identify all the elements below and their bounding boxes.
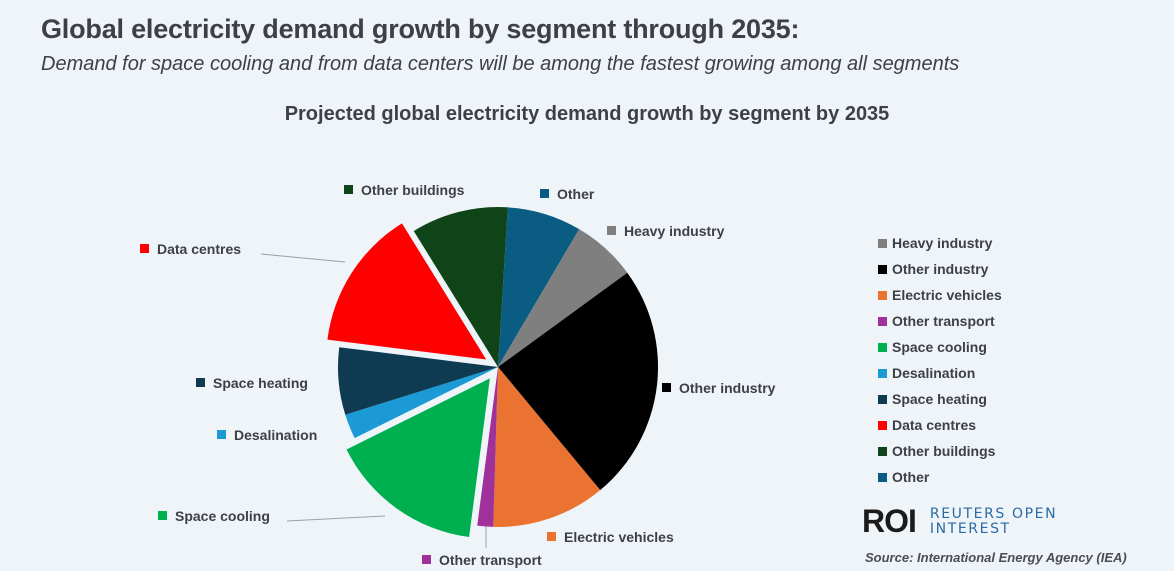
data-label-swatch-space-cooling xyxy=(158,511,167,520)
data-labels: Other Heavy industry Other industry Electri… xyxy=(140,182,776,568)
legend-label: Other buildings xyxy=(892,443,996,459)
legend-item-space-heating: Space heating xyxy=(878,386,1002,412)
data-label-swatch-other-buildings xyxy=(344,185,353,194)
legend-label: Space cooling xyxy=(892,339,987,355)
data-label-swatch-desalination xyxy=(217,430,226,439)
legend-item-other-buildings: Other buildings xyxy=(878,438,1002,464)
legend-swatch xyxy=(878,420,887,430)
legend-swatch xyxy=(878,290,887,300)
legend-item-other-transport: Other transport xyxy=(878,308,1002,334)
legend-item-data-centres: Data centres xyxy=(878,412,1002,438)
data-label-space-cooling: Space cooling xyxy=(175,508,270,524)
logo-line-1: REUTERS OPEN xyxy=(929,505,1058,522)
legend-swatch xyxy=(878,238,887,248)
data-label-space-heating: Space heating xyxy=(213,375,308,391)
legend-item-other-industry: Other industry xyxy=(878,256,1002,282)
pie-slice-space-heating xyxy=(338,347,498,415)
data-label-swatch-other xyxy=(540,189,549,198)
legend-label: Desalination xyxy=(892,365,976,381)
pie-slice-desalination xyxy=(345,367,498,439)
legend-swatch xyxy=(878,446,887,456)
legend-label: Space heating xyxy=(892,391,987,407)
legend-label: Heavy industry xyxy=(892,235,993,251)
legend: Heavy industry Other industry Electric veh… xyxy=(878,230,1002,490)
legend-swatch xyxy=(878,394,887,404)
logo-wordmark: REUTERS OPEN INTEREST xyxy=(929,505,1058,537)
pie-slice-other xyxy=(498,207,580,367)
legend-item-other: Other xyxy=(878,464,1002,490)
pie-slice-other-buildings xyxy=(413,207,508,367)
page-subtitle: Demand for space cooling and from data c… xyxy=(41,53,960,75)
pie-slice-heavy-industry xyxy=(498,229,628,367)
legend-item-space-cooling: Space cooling xyxy=(878,334,1002,360)
legend-label: Data centres xyxy=(892,417,977,433)
legend-swatch xyxy=(878,472,887,482)
data-label-other-transport: Other transport xyxy=(439,552,542,568)
data-label-swatch-heavy-industry xyxy=(607,226,616,235)
data-label-heavy-industry: Heavy industry xyxy=(624,223,725,239)
pie-slice-space-cooling xyxy=(346,378,490,538)
leader-line-space-cooling xyxy=(286,515,386,522)
data-label-swatch-space-heating xyxy=(196,378,205,387)
roi-logo: ROI REUTERS OPEN INTEREST xyxy=(862,503,1057,540)
legend-label: Other transport xyxy=(892,313,995,329)
data-label-swatch-electric-vehicles xyxy=(547,532,556,541)
legend-item-heavy-industry: Heavy industry xyxy=(878,230,1002,256)
data-label-other-industry: Other industry xyxy=(679,380,776,396)
legend-swatch xyxy=(878,264,887,274)
chart-title-text: Projected global electricity demand grow… xyxy=(284,103,890,125)
leader-line-data-centres xyxy=(260,253,346,263)
legend-label: Other industry xyxy=(892,261,989,277)
pie-slice-other-industry xyxy=(498,272,659,491)
pie-slice-data-centres xyxy=(327,223,487,360)
legend-item-desalination: Desalination xyxy=(878,360,1002,386)
source-note: Source: International Energy Agency (IEA… xyxy=(865,550,1127,565)
pie-slice-other-transport xyxy=(477,367,498,527)
pie-slice-electric-vehicles xyxy=(493,367,601,527)
pie-slices xyxy=(327,207,659,538)
page-title: Global electricity demand growth by segm… xyxy=(41,14,800,44)
legend-swatch xyxy=(878,368,887,378)
data-label-other-buildings: Other buildings xyxy=(361,182,465,198)
data-label-swatch-other-industry xyxy=(662,383,671,392)
data-label-electric-vehicles: Electric vehicles xyxy=(564,529,674,545)
data-label-data-centres: Data centres xyxy=(157,241,241,257)
data-label-desalination: Desalination xyxy=(234,427,317,443)
leader-lines xyxy=(260,253,487,548)
data-label-swatch-other-transport xyxy=(422,555,431,564)
data-label-swatch-data-centres xyxy=(140,244,149,253)
legend-item-electric-vehicles: Electric vehicles xyxy=(878,282,1002,308)
legend-label: Electric vehicles xyxy=(892,287,1002,303)
chart-title: Projected global electricity demand grow… xyxy=(0,103,1174,126)
legend-label: Other xyxy=(892,469,930,485)
legend-swatch xyxy=(878,316,887,326)
logo-mark: ROI xyxy=(862,503,917,539)
legend-swatch xyxy=(878,342,887,352)
logo-line-2: INTEREST xyxy=(929,520,1011,537)
data-label-other: Other xyxy=(557,186,595,202)
